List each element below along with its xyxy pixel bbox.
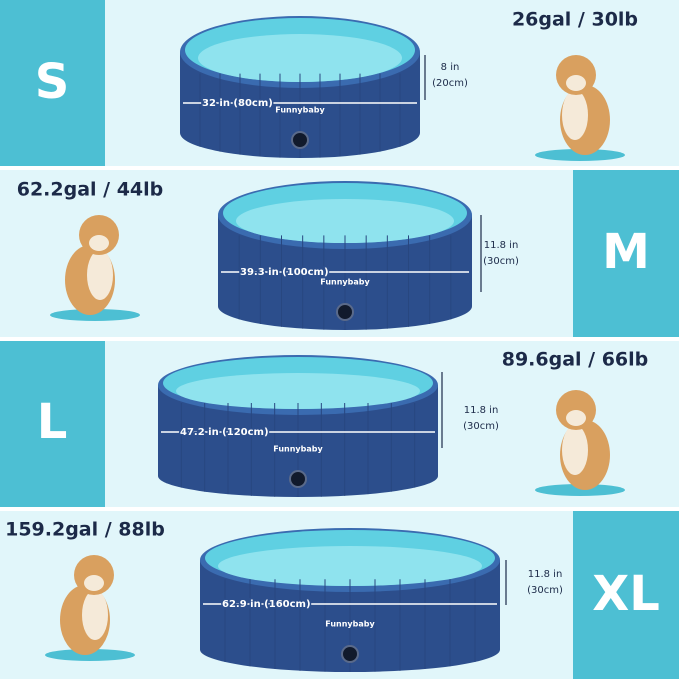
capacity-label: 159.2gal / 88lb xyxy=(5,519,165,541)
height-cm-label: (30cm) xyxy=(527,585,563,596)
dog-muzzle xyxy=(566,75,586,91)
diameter-label: 62.9 in (160cm) xyxy=(222,599,311,610)
pool-drain xyxy=(289,470,307,488)
height-cm-label: (30cm) xyxy=(463,421,499,432)
pool-drain xyxy=(336,303,354,321)
size-tile xyxy=(573,511,679,679)
capacity-label: 89.6gal / 66lb xyxy=(502,349,649,371)
height-cm-label: (30cm) xyxy=(483,256,519,267)
diameter-label: 39.3 in (100cm) xyxy=(240,267,329,278)
dog-chest xyxy=(82,590,108,640)
capacity-label: 26gal / 30lb xyxy=(512,9,638,31)
dog-chest xyxy=(87,250,113,300)
size-tile xyxy=(0,0,105,166)
dog-muzzle xyxy=(89,235,109,251)
dog-shadow xyxy=(45,649,135,661)
brand-logo: Funnybaby xyxy=(275,106,325,115)
brand-logo: Funnybaby xyxy=(325,620,375,629)
height-label: 8 in xyxy=(441,62,460,73)
dog-chest xyxy=(562,425,588,475)
pool-floor xyxy=(236,199,454,243)
capacity-label: 62.2gal / 44lb xyxy=(17,179,164,201)
diameter-label: 47.2 in (120cm) xyxy=(180,427,269,438)
brand-logo: Funnybaby xyxy=(320,278,370,287)
pool-drain xyxy=(291,131,309,149)
size-tile xyxy=(573,170,679,337)
dog-shadow xyxy=(535,484,625,496)
size-label: S xyxy=(35,54,70,110)
size-tile xyxy=(0,341,105,507)
dog-muzzle xyxy=(566,410,586,426)
height-cm-label: (20cm) xyxy=(432,78,468,89)
size-label: M xyxy=(602,224,650,280)
brand-logo: Funnybaby xyxy=(273,445,323,454)
pool-drain xyxy=(341,645,359,663)
height-label: 11.8 in xyxy=(464,405,499,416)
dog-shadow xyxy=(50,309,140,321)
diameter-label: 32 in (80cm) xyxy=(202,98,273,109)
pool-floor xyxy=(198,34,402,82)
pool-floor xyxy=(176,373,420,409)
dog-chest xyxy=(562,90,588,140)
height-label: 11.8 in xyxy=(484,240,519,251)
size-label: L xyxy=(37,394,68,450)
dog-muzzle xyxy=(84,575,104,591)
dog-shadow xyxy=(535,149,625,161)
size-label: XL xyxy=(592,566,660,622)
height-label: 11.8 in xyxy=(528,569,563,580)
pool-floor xyxy=(218,546,482,586)
